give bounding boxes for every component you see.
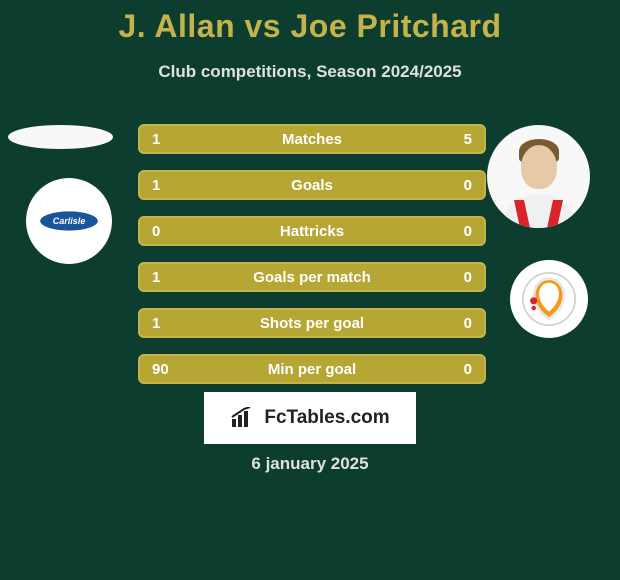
stat-right-value: 5	[464, 131, 472, 148]
stat-label: Goals per match	[140, 269, 484, 286]
brand-chart-icon	[230, 407, 256, 429]
carlisle-logo-icon: Carlisle	[39, 210, 99, 232]
stat-label: Hattricks	[140, 223, 484, 240]
stat-right-value: 0	[464, 361, 472, 378]
stat-row: 90 Min per goal 0	[138, 354, 486, 384]
stat-right-value: 0	[464, 223, 472, 240]
date-label: 6 january 2025	[0, 454, 620, 474]
stat-right-value: 0	[464, 177, 472, 194]
svg-text:Carlisle: Carlisle	[53, 216, 86, 226]
brand-text: FcTables.com	[264, 407, 389, 429]
stat-row: 0 Hattricks 0	[138, 216, 486, 246]
stat-row: 1 Matches 5	[138, 124, 486, 154]
stat-left-value: 1	[152, 269, 160, 286]
stat-label: Goals	[140, 177, 484, 194]
stat-left-value: 1	[152, 177, 160, 194]
stat-label: Matches	[140, 131, 484, 148]
mk-dons-crest-icon	[522, 272, 576, 326]
stat-left-value: 1	[152, 315, 160, 332]
stat-rows: 1 Matches 5 1 Goals 0 0 Hattricks 0 1 Go…	[138, 124, 486, 384]
player-left-silhouette	[8, 125, 113, 149]
club-left-badge: Carlisle	[26, 178, 112, 264]
stat-label: Min per goal	[140, 361, 484, 378]
stat-right-value: 0	[464, 315, 472, 332]
player-right-shirt	[499, 194, 579, 228]
stat-left-value: 1	[152, 131, 160, 148]
stat-right-value: 0	[464, 269, 472, 286]
brand-box: FcTables.com	[204, 392, 416, 444]
stat-row: 1 Shots per goal 0	[138, 308, 486, 338]
stat-label: Shots per goal	[140, 315, 484, 332]
stat-row: 1 Goals 0	[138, 170, 486, 200]
player-right-photo	[487, 125, 590, 228]
page-title: J. Allan vs Joe Pritchard	[0, 8, 620, 45]
club-right-badge	[510, 260, 588, 338]
stat-left-value: 0	[152, 223, 160, 240]
stat-row: 1 Goals per match 0	[138, 262, 486, 292]
stat-left-value: 90	[152, 361, 169, 378]
comparison-card: J. Allan vs Joe Pritchard Club competiti…	[0, 0, 620, 580]
subtitle: Club competitions, Season 2024/2025	[0, 62, 620, 82]
